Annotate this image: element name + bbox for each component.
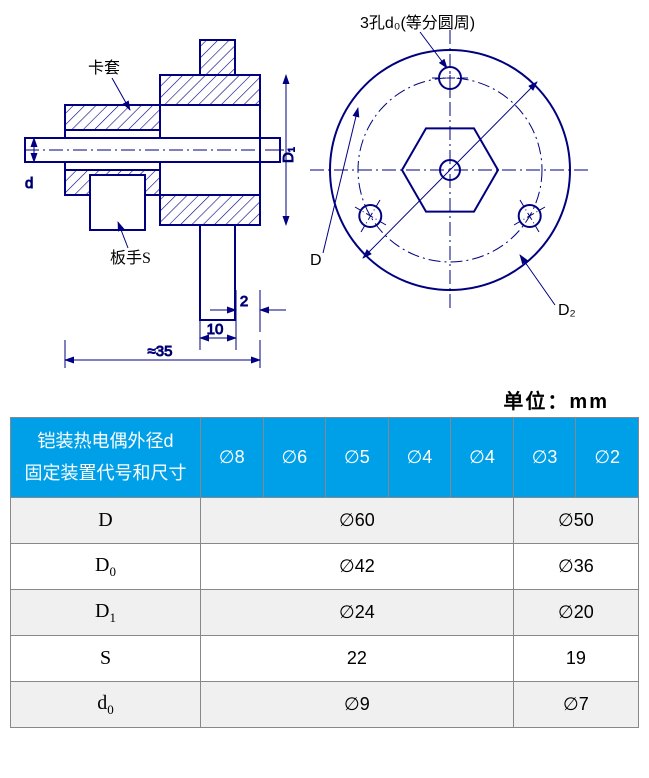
label-D: D: [310, 252, 322, 269]
dimension-table: 铠装热电偶外径d 固定装置代号和尺寸 ∅8 ∅6 ∅5 ∅4 ∅4 ∅3 ∅2 …: [10, 417, 639, 728]
row-label: d0: [11, 682, 201, 728]
row-label: D: [11, 498, 201, 544]
col-header: ∅8: [201, 418, 264, 498]
svg-text:D₁: D₁: [280, 147, 297, 163]
label-D2: D₂: [558, 302, 576, 319]
unit-label: 单位：mm: [10, 385, 639, 414]
table-header-first: 铠装热电偶外径d 固定装置代号和尺寸: [11, 418, 201, 498]
table-row: D1 ∅24 ∅20: [11, 590, 639, 636]
label-hole-note: 3孔d₀(等分圆周): [360, 14, 475, 32]
row-label: D0: [11, 544, 201, 590]
table-row: D ∅60 ∅50: [11, 498, 639, 544]
cell: ∅36: [513, 544, 638, 590]
table-row: d0 ∅9 ∅7: [11, 682, 639, 728]
dim-2: 2: [240, 293, 248, 310]
engineering-diagram: 卡套 板手S D₁ 2 10 ≈35 d: [10, 10, 639, 380]
col-header: ∅2: [576, 418, 639, 498]
cell: ∅60: [201, 498, 514, 544]
col-header: ∅4: [388, 418, 451, 498]
cell: ∅24: [201, 590, 514, 636]
col-header: ∅4: [451, 418, 514, 498]
cell: ∅20: [513, 590, 638, 636]
dim-approx35: ≈35: [148, 343, 173, 360]
table-row: D0 ∅42 ∅36: [11, 544, 639, 590]
dim-10: 10: [207, 321, 224, 338]
table-row: S 22 19: [11, 636, 639, 682]
col-header: ∅6: [263, 418, 326, 498]
right-view-labels: 3孔d₀(等分圆周) D D₂: [310, 14, 576, 319]
cell: ∅7: [513, 682, 638, 728]
cell: 22: [201, 636, 514, 682]
left-section-view: [25, 40, 290, 320]
diagram-svg: 卡套 板手S D₁ 2 10 ≈35 d: [10, 10, 649, 380]
label-ferrule: 卡套: [88, 59, 120, 77]
cell: ∅50: [513, 498, 638, 544]
cell: ∅42: [201, 544, 514, 590]
cell: 19: [513, 636, 638, 682]
table-body: D ∅60 ∅50 D0 ∅42 ∅36 D1 ∅24 ∅20 S 22 19 …: [11, 498, 639, 728]
header-line2: 固定装置代号和尺寸: [15, 462, 196, 485]
label-wrench: 板手S: [110, 249, 151, 267]
col-header: ∅3: [513, 418, 576, 498]
col-header: ∅5: [326, 418, 389, 498]
row-label: S: [11, 636, 201, 682]
cell: ∅9: [201, 682, 514, 728]
dim-d: d: [25, 175, 33, 192]
header-line1: 铠装热电偶外径d: [15, 430, 196, 453]
row-label: D1: [11, 590, 201, 636]
